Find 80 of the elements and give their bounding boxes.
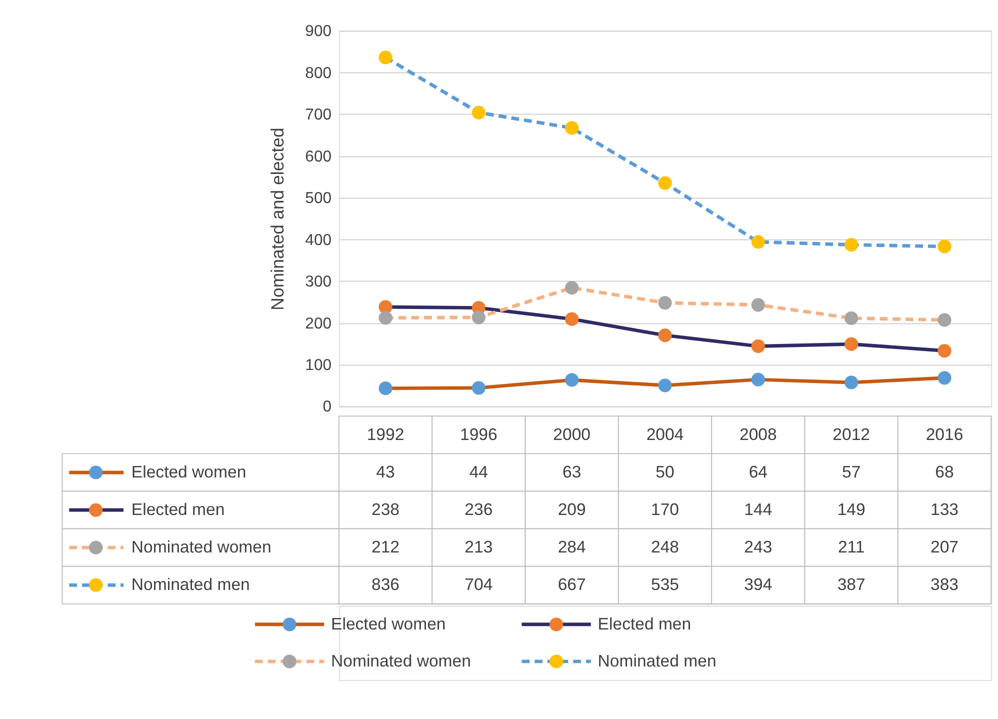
point	[844, 311, 858, 326]
x-tick-label: 2012	[832, 424, 870, 444]
data-label: 170	[651, 500, 680, 519]
data-label: 68	[935, 462, 954, 482]
data-label: 63	[562, 462, 582, 482]
point	[565, 121, 579, 135]
x-tick-label: 2008	[740, 424, 777, 444]
data-label: 535	[651, 575, 680, 594]
data-label: 50	[656, 462, 674, 482]
data-label: 133	[930, 500, 958, 519]
point	[751, 372, 765, 386]
point	[378, 382, 392, 396]
y-tick-label: 900	[305, 23, 332, 40]
point	[938, 313, 952, 327]
data-label: 44	[469, 462, 488, 482]
data-label: 211	[838, 538, 865, 557]
y-tick-label: 500	[305, 190, 332, 208]
point	[844, 376, 858, 390]
y-tick-label: 600	[305, 148, 332, 166]
point	[472, 381, 486, 395]
data-label: 704	[464, 575, 493, 594]
data-label: 64	[748, 462, 768, 482]
y-tick-label: 800	[305, 64, 332, 82]
point	[751, 235, 765, 249]
y-tick-label: 700	[305, 106, 332, 124]
data-label: 394	[744, 575, 772, 594]
data-label: 383	[930, 575, 958, 594]
data-label: 57	[842, 462, 861, 482]
data-label: 667	[558, 575, 586, 594]
data-label: 836	[372, 575, 400, 594]
point	[938, 371, 952, 385]
data-label: 238	[372, 500, 400, 519]
text: Elected men	[598, 614, 692, 634]
data-label: 149	[837, 500, 866, 519]
data-label: 212	[372, 538, 400, 557]
data-label: 236	[464, 500, 493, 519]
point	[658, 176, 672, 190]
text: Nominated men	[598, 651, 716, 670]
data-label: 243	[744, 538, 772, 557]
x-tick-label: 2016	[926, 424, 964, 444]
y-tick-label: 200	[305, 315, 332, 332]
y-axis-title: Nominated and elected	[267, 128, 288, 310]
point	[938, 240, 952, 254]
data-label: 387	[837, 575, 866, 594]
y-tick-label: 0	[322, 398, 332, 416]
point	[658, 328, 672, 342]
legend-label: Nominated men	[131, 575, 250, 594]
point	[565, 373, 579, 387]
y-tick-label: 300	[305, 274, 332, 291]
point	[565, 280, 579, 295]
point	[938, 344, 952, 358]
x-tick-label: 1996	[460, 424, 498, 444]
x-tick-label: 1992	[366, 424, 404, 444]
point	[751, 339, 765, 353]
data-label: 248	[651, 538, 680, 557]
data-label: 209	[558, 500, 586, 519]
text: Nominated women	[331, 651, 471, 670]
data-label: 43	[376, 462, 395, 482]
x-tick-label: 2000	[553, 424, 591, 444]
point	[565, 312, 579, 326]
data-label: 144	[744, 500, 772, 519]
point	[378, 50, 392, 64]
legend-label: Elected men	[131, 500, 225, 519]
legend-label: Elected women	[131, 462, 246, 482]
x-tick-label: 2004	[646, 424, 684, 444]
point	[378, 311, 392, 325]
data-label: 213	[464, 538, 493, 557]
y-tick-label: 400	[305, 232, 332, 249]
y-tick-label: 100	[305, 356, 332, 374]
point	[751, 298, 765, 312]
legend-label: Nominated women	[131, 538, 272, 557]
point	[844, 337, 858, 351]
point	[472, 106, 486, 120]
data-label: 284	[558, 538, 586, 557]
point	[658, 296, 672, 310]
point	[472, 310, 486, 324]
text: Elected women	[331, 614, 446, 634]
point	[844, 238, 858, 252]
point	[658, 378, 672, 392]
data-label: 207	[930, 538, 958, 557]
